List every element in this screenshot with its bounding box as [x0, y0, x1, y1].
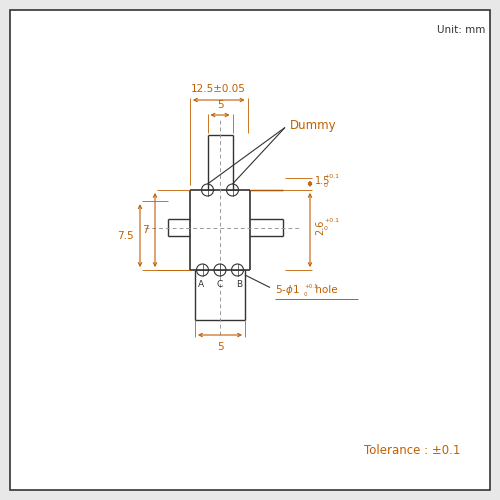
- Text: 0: 0: [324, 182, 328, 188]
- Text: +0.1: +0.1: [324, 218, 339, 222]
- Text: 7: 7: [142, 225, 149, 235]
- Text: +0.1: +0.1: [304, 284, 318, 288]
- Text: B: B: [236, 280, 242, 289]
- Text: hole: hole: [312, 285, 338, 295]
- Text: A: A: [198, 280, 204, 289]
- Text: Dummy: Dummy: [290, 118, 337, 132]
- Text: 0: 0: [304, 292, 308, 296]
- Text: Tolerance : ±0.1: Tolerance : ±0.1: [364, 444, 460, 456]
- Text: 12.5±0.05: 12.5±0.05: [192, 84, 246, 94]
- Text: 5: 5: [216, 100, 224, 110]
- Text: 5: 5: [216, 342, 224, 352]
- Text: 1.5: 1.5: [315, 176, 330, 186]
- Text: C: C: [217, 280, 223, 289]
- Text: 7.5: 7.5: [118, 230, 134, 240]
- Text: 5-$\phi$1: 5-$\phi$1: [275, 283, 300, 297]
- Text: Unit: mm: Unit: mm: [436, 25, 485, 35]
- Text: 0: 0: [324, 226, 328, 232]
- Text: +0.1: +0.1: [324, 174, 339, 179]
- Text: 2.6: 2.6: [315, 220, 325, 235]
